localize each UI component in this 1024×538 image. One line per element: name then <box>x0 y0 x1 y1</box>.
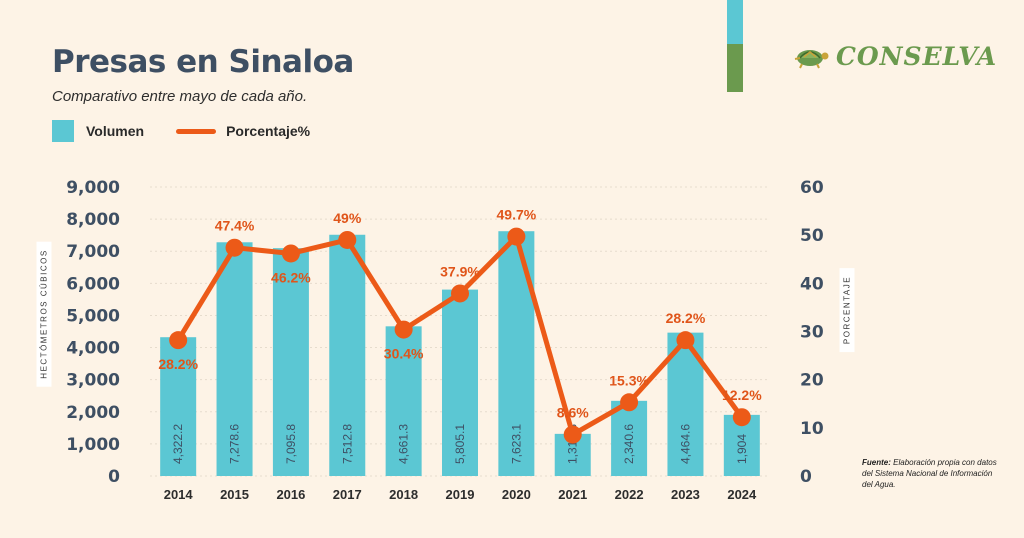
line-point <box>620 393 639 412</box>
line-value-label: 15.3% <box>609 372 649 388</box>
x-tick-label: 2014 <box>164 487 194 502</box>
brand-logo-text: CONSELVA <box>836 42 998 71</box>
turtle-icon <box>794 49 829 68</box>
bar <box>329 234 366 476</box>
x-tick-label: 2021 <box>558 487 587 502</box>
source-note: Fuente: Elaboración propia con datos del… <box>862 457 1002 490</box>
y-left-tick-label: 2,000 <box>66 403 120 423</box>
line-value-label: 28.2% <box>666 310 706 326</box>
line-point <box>676 331 695 350</box>
line-point <box>451 284 469 303</box>
line-point <box>169 331 188 350</box>
chart-subtitle: Comparativo entre mayo de cada año. <box>52 88 308 105</box>
bar <box>272 248 309 476</box>
line-value-label: 49% <box>333 210 362 226</box>
line-point <box>338 230 357 249</box>
chart-title: Presas en Sinaloa <box>52 44 354 80</box>
line-value-label: 46.2% <box>271 269 311 285</box>
y-right-tick-label: 10 <box>800 419 824 439</box>
legend: Volumen Porcentaje% <box>52 120 310 142</box>
line-point <box>225 238 244 257</box>
y-right-tick-label: 40 <box>800 274 824 294</box>
bar <box>442 289 478 476</box>
line-value-label: 47.4% <box>215 218 255 234</box>
y-left-tick-label: 8,000 <box>66 210 120 230</box>
y-left-tick-label: 6,000 <box>66 274 120 294</box>
bar-value-label: 7,623.1 <box>509 424 523 464</box>
x-tick-label: 2017 <box>333 487 362 502</box>
line-value-label: 28.2% <box>158 356 198 372</box>
legend-line-swatch <box>176 128 217 134</box>
bar-value-label: 7,512.8 <box>340 424 354 464</box>
line-point <box>507 227 526 246</box>
bar <box>385 326 422 476</box>
y-right-tick-label: 0 <box>800 467 812 487</box>
x-tick-label: 2015 <box>220 487 249 502</box>
bar-value-label: 4,464.6 <box>678 424 692 464</box>
line-point <box>732 408 751 427</box>
decor-green-strip <box>727 44 743 92</box>
y-left-tick-label: 1,000 <box>66 435 120 455</box>
y-left-tick-label: 9,000 <box>66 178 120 198</box>
x-tick-label: 2018 <box>389 487 418 502</box>
line-value-label: 12.2% <box>722 387 762 403</box>
legend-bar-label: Volumen <box>86 123 145 139</box>
decor-teal-strip <box>727 0 743 44</box>
bar-value-label: 4,661.3 <box>397 424 411 464</box>
line-value-label: 37.9% <box>440 263 480 279</box>
x-tick-label: 2019 <box>446 487 475 502</box>
source-label: Fuente: <box>862 458 891 467</box>
legend-line-label: Porcentaje% <box>226 123 311 139</box>
brand-logo: CONSELVA <box>790 42 997 71</box>
x-tick-label: 2024 <box>727 487 757 502</box>
y-left-tick-label: 7,000 <box>66 242 120 262</box>
y-right-tick-label: 20 <box>800 371 824 391</box>
bar-value-label: 7,278.6 <box>228 424 242 464</box>
y-left-tick-label: 0 <box>108 467 120 487</box>
line-point <box>563 425 582 444</box>
x-tick-label: 2022 <box>615 487 644 502</box>
legend-bar-swatch <box>52 120 74 142</box>
y-left-tick-label: 3,000 <box>66 371 120 391</box>
line-value-label: 49.7% <box>497 207 537 223</box>
bar-value-label: 1,904 <box>735 434 749 464</box>
bar <box>216 242 253 476</box>
line-value-label: 8.6% <box>557 405 589 421</box>
line-point <box>281 244 300 263</box>
bar-value-label: 5,805.1 <box>453 424 467 464</box>
y-left-tick-label: 4,000 <box>66 339 120 359</box>
y-axis-left-label: HECTÓMETROS CÚBICOS <box>36 241 52 387</box>
line-value-label: 30.4% <box>384 346 424 362</box>
bar-value-label: 4,322.2 <box>171 424 185 464</box>
y-right-tick-label: 50 <box>800 226 824 246</box>
bar <box>160 337 197 476</box>
x-tick-label: 2023 <box>671 487 700 502</box>
bar-value-label: 7,095.8 <box>284 424 298 464</box>
source-text: Elaboración propia con datos del Sistema… <box>862 458 997 489</box>
y-right-tick-label: 30 <box>800 323 824 343</box>
y-left-tick-label: 5,000 <box>66 306 120 326</box>
x-tick-label: 2020 <box>502 487 531 502</box>
bar-value-label: 2,340.6 <box>622 424 636 464</box>
y-axis-right-label: PORCENTAJE <box>839 267 855 353</box>
bar <box>611 400 648 476</box>
x-tick-label: 2016 <box>276 487 305 502</box>
y-right-tick-label: 60 <box>800 178 824 198</box>
line-point <box>394 320 413 339</box>
